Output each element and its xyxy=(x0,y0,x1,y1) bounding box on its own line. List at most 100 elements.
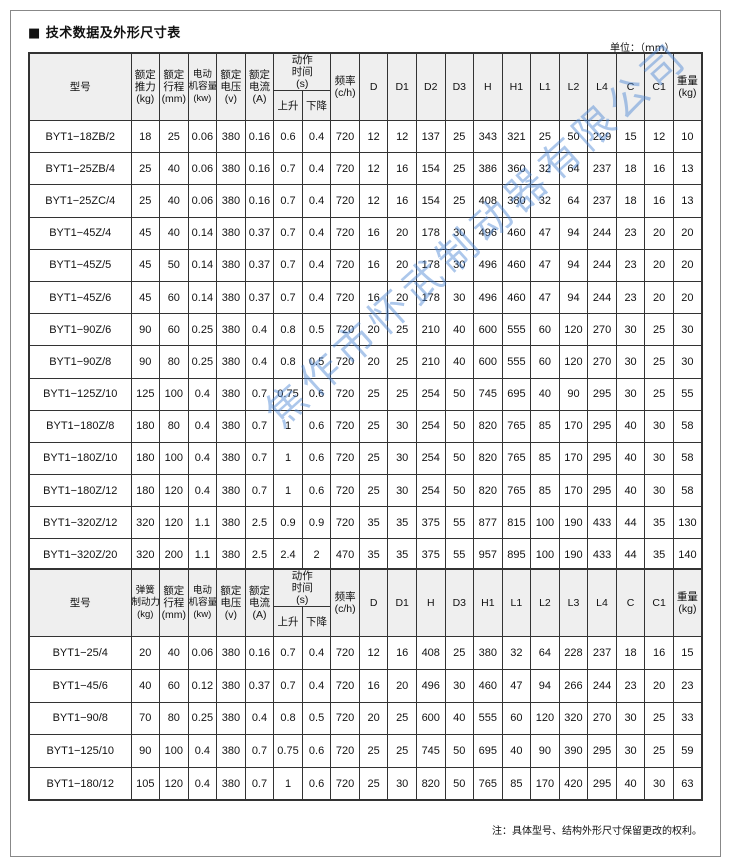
value-cell: 40 xyxy=(444,313,475,347)
value-cell: 90 xyxy=(558,377,589,411)
table-row: BYT1−320Z/20 320 200 1.1 380 2.5 2.4 2 470 35 35 37… xyxy=(28,538,703,572)
header-row: 型号 弹簧 制动力 (kg) 额定 行程 (mm) 电动 机容量 (kw) 额定 电压 (v) 额定 电流(… xyxy=(28,568,703,637)
header-freq: 频率 (c/h) xyxy=(330,568,360,637)
value-cell: 720 xyxy=(330,767,360,801)
value-cell: 0.7 xyxy=(244,441,275,476)
value-cell: 0.25 xyxy=(187,313,218,347)
value-cell: 895 xyxy=(501,538,532,572)
value-cell: 0.14 xyxy=(187,248,218,282)
table-row: BYT1−90/8 70 80 0.25 380 0.4 0.8 0.5 720 20 25 600 4… xyxy=(28,701,703,736)
value-cell: 25 xyxy=(444,636,475,670)
value-cell: 720 xyxy=(330,377,360,411)
model-cell: BYT1−45/6 xyxy=(28,668,132,703)
value-cell: 25 xyxy=(644,345,674,379)
value-cell: 0.06 xyxy=(187,152,218,186)
model-cell: BYT1−25ZB/4 xyxy=(28,152,132,186)
value-cell: 20 xyxy=(387,668,417,703)
value-cell: 380 xyxy=(216,506,246,540)
value-cell: 0.7 xyxy=(273,248,303,282)
value-cell: 64 xyxy=(558,184,589,218)
header-dim: D3 xyxy=(444,52,475,121)
value-cell: 25 xyxy=(387,734,417,769)
table-row: BYT1−25ZC/4 25 40 0.06 380 0.16 0.7 0.4 720 12 16 1… xyxy=(28,184,703,218)
header-row: 型号 额定 推力 (kg) 额定 行程 (mm) 电动 机容量 (kw) 额定 电压 (v) 额定 电流 (A… xyxy=(28,52,703,121)
value-cell: 100 xyxy=(159,441,189,476)
value-cell: 20 xyxy=(672,280,703,315)
value-cell: 12 xyxy=(358,636,389,670)
value-cell: 25 xyxy=(644,734,674,769)
value-cell: 64 xyxy=(530,636,560,670)
value-cell: 178 xyxy=(415,216,446,250)
value-cell: 0.5 xyxy=(301,345,332,379)
value-cell: 380 xyxy=(216,184,246,218)
value-cell: 0.4 xyxy=(187,409,218,443)
value-cell: 16 xyxy=(644,152,674,186)
value-cell: 237 xyxy=(587,152,617,186)
model-cell: BYT1−45Z/6 xyxy=(28,280,132,315)
value-cell: 12 xyxy=(644,119,674,154)
value-cell: 58 xyxy=(672,441,703,476)
header-dim: D xyxy=(358,52,389,121)
value-cell: 360 xyxy=(501,152,532,186)
header-rise: 上升 xyxy=(273,606,303,637)
value-cell: 0.7 xyxy=(273,280,303,315)
value-cell: 0.6 xyxy=(301,734,332,769)
spec-table-1: 型号 额定 推力 (kg) 额定 行程 (mm) 电动 机容量 (kw) 额定 电压 (v) 额定 电流 (A… xyxy=(28,52,703,573)
value-cell: 25 xyxy=(358,767,389,801)
header-dim: D1 xyxy=(387,568,417,637)
value-cell: 0.7 xyxy=(244,474,275,508)
header-dim: C xyxy=(615,52,646,121)
value-cell: 80 xyxy=(159,409,189,443)
value-cell: 25 xyxy=(387,313,417,347)
value-cell: 20 xyxy=(130,636,161,670)
value-cell: 0.06 xyxy=(187,636,218,670)
header-dim: L3 xyxy=(558,568,589,637)
value-cell: 30 xyxy=(672,345,703,379)
value-cell: 15 xyxy=(672,636,703,670)
value-cell: 380 xyxy=(216,734,246,769)
value-cell: 16 xyxy=(644,184,674,218)
value-cell: 957 xyxy=(473,538,503,572)
value-cell: 380 xyxy=(216,216,246,250)
value-cell: 380 xyxy=(473,636,503,670)
header-dim: D xyxy=(358,568,389,637)
value-cell: 50 xyxy=(444,441,475,476)
value-cell: 380 xyxy=(216,538,246,572)
table-row: BYT1−320Z/12 320 120 1.1 380 2.5 0.9 0.9 720 35 35… xyxy=(28,506,703,540)
header-dim: D3 xyxy=(444,568,475,637)
value-cell: 180 xyxy=(130,409,161,443)
value-cell: 18 xyxy=(130,119,161,154)
table-row: BYT1−180Z/12 180 120 0.4 380 0.7 1 0.6 720 25 30 25… xyxy=(28,474,703,508)
value-cell: 0.16 xyxy=(244,184,275,218)
value-cell: 100 xyxy=(530,506,560,540)
value-cell: 0.6 xyxy=(301,767,332,801)
header-label: 电动 机容量 (kw) xyxy=(188,69,217,104)
header-dim: L2 xyxy=(530,568,560,637)
value-cell: 40 xyxy=(159,152,189,186)
value-cell: 16 xyxy=(358,668,389,703)
value-cell: 120 xyxy=(530,701,560,736)
value-cell: 720 xyxy=(330,636,360,670)
header-motor: 电动 机容量 (kw) xyxy=(187,52,218,121)
value-cell: 85 xyxy=(530,474,560,508)
value-cell: 25 xyxy=(130,152,161,186)
value-cell: 1 xyxy=(273,767,303,801)
value-cell: 94 xyxy=(558,280,589,315)
value-cell: 170 xyxy=(530,767,560,801)
value-cell: 720 xyxy=(330,280,360,315)
value-cell: 720 xyxy=(330,409,360,443)
value-cell: 820 xyxy=(473,409,503,443)
value-cell: 30 xyxy=(444,216,475,250)
header-label: 动作 时间 (s) xyxy=(291,54,313,90)
value-cell: 55 xyxy=(444,506,475,540)
value-cell: 90 xyxy=(130,345,161,379)
value-cell: 0.6 xyxy=(273,119,303,154)
header-stroke: 额定 行程 (mm) xyxy=(159,52,189,121)
value-cell: 16 xyxy=(644,636,674,670)
value-cell: 13 xyxy=(672,152,703,186)
value-cell: 600 xyxy=(473,345,503,379)
value-cell: 0.4 xyxy=(187,441,218,476)
value-cell: 25 xyxy=(159,119,189,154)
value-cell: 45 xyxy=(130,280,161,315)
value-cell: 16 xyxy=(358,216,389,250)
